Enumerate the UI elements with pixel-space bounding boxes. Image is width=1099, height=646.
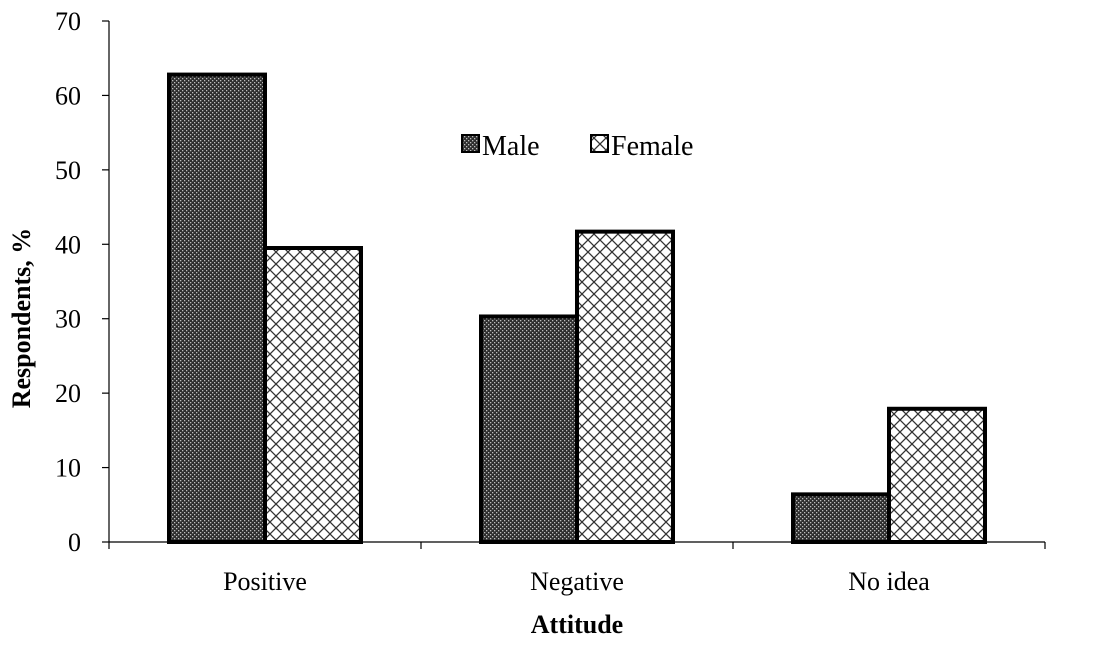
legend-swatch-female xyxy=(590,134,609,153)
bar-female-positive xyxy=(263,246,363,544)
bar-female-negative xyxy=(575,229,675,545)
y-tick-label: 60 xyxy=(55,81,81,110)
bars xyxy=(167,72,987,545)
legend-label-male: Male xyxy=(482,131,540,162)
y-axis-title: Respondents, % xyxy=(7,228,36,409)
x-axis-title: Attitude xyxy=(531,610,623,639)
y-tick-label: 40 xyxy=(55,230,81,259)
y-tick-label: 70 xyxy=(55,7,81,36)
x-tick-label: Negative xyxy=(530,567,624,596)
tick-labels: 0 10 20 30 40 50 60 70 Positive Negative No idea xyxy=(55,7,930,596)
x-tick-label: No idea xyxy=(848,567,930,596)
legend-label-female: Female xyxy=(611,131,693,162)
bar-female-no-idea xyxy=(887,406,987,544)
legend-swatch-male xyxy=(461,134,480,153)
y-tick-label: 0 xyxy=(68,528,81,557)
bar-male-no-idea xyxy=(791,492,891,545)
y-tick-label: 20 xyxy=(55,379,81,408)
bar-male-negative xyxy=(479,314,579,544)
legend: Male Female xyxy=(461,131,693,162)
x-tick-label: Positive xyxy=(223,567,307,596)
y-tick-label: 50 xyxy=(55,156,81,185)
y-tick-label: 10 xyxy=(55,454,81,483)
bar-male-positive xyxy=(167,72,267,545)
y-tick-label: 30 xyxy=(55,305,81,334)
